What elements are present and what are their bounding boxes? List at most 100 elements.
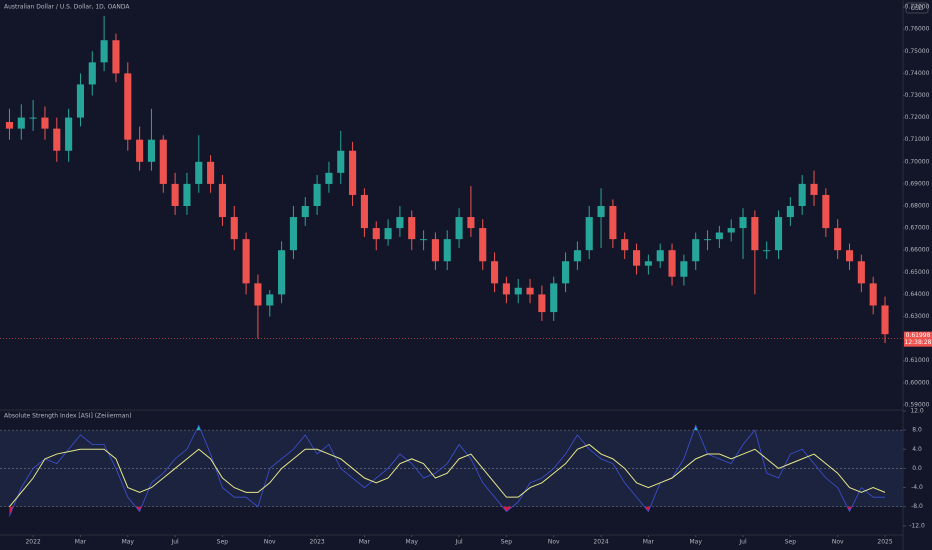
candle-body xyxy=(76,84,85,118)
y-tick-label: 0.61000 xyxy=(905,357,930,364)
candle-body xyxy=(254,283,262,306)
candle-body xyxy=(301,205,309,218)
candle-body xyxy=(845,250,854,262)
candle-body xyxy=(703,239,712,241)
candle-body xyxy=(313,183,321,206)
candle-body xyxy=(278,250,286,295)
candle-body xyxy=(195,161,203,184)
candle-body xyxy=(597,205,605,218)
x-tick-label: Sep xyxy=(217,539,229,546)
candle-body xyxy=(632,250,641,266)
candle-body xyxy=(727,228,735,233)
candle-body xyxy=(514,287,522,295)
y-tick-label: 0.59000 xyxy=(905,401,930,408)
candle-body xyxy=(538,294,546,313)
y-tick-label: 0.75000 xyxy=(905,48,930,55)
candle-body xyxy=(751,217,759,251)
candle-body xyxy=(680,261,688,277)
x-tick-label: Sep xyxy=(785,539,797,546)
y-tick-label: 0.76000 xyxy=(905,26,930,33)
y-tick-label: -12.0 xyxy=(909,522,925,529)
y-tick-label: 0.71000 xyxy=(905,136,930,143)
candle-body xyxy=(609,205,617,240)
candle-body xyxy=(242,239,250,284)
y-tick-label: 0.63000 xyxy=(905,313,930,320)
x-tick-label: Nov xyxy=(832,539,844,546)
candle-body xyxy=(786,205,794,218)
y-tick-label: 8.0 xyxy=(912,427,922,434)
candle-body xyxy=(218,183,226,218)
candle-body xyxy=(207,161,215,184)
series-line xyxy=(9,443,886,508)
candle-body xyxy=(159,139,167,184)
candle-body xyxy=(857,261,865,284)
candle-body xyxy=(17,117,25,129)
x-tick-label: Nov xyxy=(548,539,560,546)
y-tick-label: 0.60000 xyxy=(905,379,930,386)
candle-body xyxy=(53,128,61,151)
currency[interactable]: USD xyxy=(911,5,924,12)
y-tick-label: 0.73000 xyxy=(905,92,930,99)
candle-body xyxy=(360,194,368,229)
currency-box[interactable] xyxy=(905,2,929,14)
candle-body xyxy=(455,217,463,240)
y-tick-label: -4.0 xyxy=(911,484,923,491)
candle-body xyxy=(739,217,747,229)
y-tick-label: -8.0 xyxy=(911,503,923,510)
y-tick-label: 0.77000 xyxy=(905,4,930,11)
x-tick-label: Mar xyxy=(643,539,655,546)
x-tick-label: May xyxy=(406,539,419,546)
candle-body xyxy=(420,239,428,241)
candle-body xyxy=(621,239,629,251)
x-tick-label: 2024 xyxy=(593,539,608,546)
candle-body xyxy=(668,250,676,277)
candle-body xyxy=(171,183,179,206)
candle-body xyxy=(41,117,49,129)
last-time-label: 12:38:28 xyxy=(905,339,932,346)
x-tick-label: 2023 xyxy=(309,539,324,546)
y-tick-label: 0.67000 xyxy=(905,225,930,232)
y-tick-label: 0.68000 xyxy=(905,202,930,209)
x-tick-label: May xyxy=(690,539,703,546)
x-tick-label: 2025 xyxy=(877,539,892,546)
y-tick-label: 0.0 xyxy=(912,465,922,472)
candle-body xyxy=(65,117,73,151)
last-price-label: 0.61998 xyxy=(906,332,931,339)
candle-body xyxy=(183,183,191,206)
candle-body xyxy=(715,232,723,240)
x-tick-label: 2022 xyxy=(25,539,40,546)
y-tick-label: 4.0 xyxy=(912,446,922,453)
candle-body xyxy=(372,228,380,240)
y-tick-label: 0.70000 xyxy=(905,158,930,165)
candle-body xyxy=(325,172,333,184)
candle-body xyxy=(550,283,558,313)
y-tick-label: 0.64000 xyxy=(905,291,930,298)
candle-body xyxy=(431,239,439,262)
candle-body xyxy=(147,139,155,162)
last-price-box xyxy=(904,331,932,347)
candle-body xyxy=(526,287,534,295)
candle-body xyxy=(798,183,806,206)
y-tick-label: 0.74000 xyxy=(905,70,930,77)
candle-body xyxy=(467,217,475,229)
candle-body xyxy=(289,217,297,251)
x-tick-label: Mar xyxy=(75,539,87,546)
x-tick-label: Jul xyxy=(454,539,463,546)
x-tick-label: Nov xyxy=(264,539,276,546)
candle-body xyxy=(573,250,581,262)
candle-body xyxy=(881,305,889,335)
y-tick-label: 0.66000 xyxy=(905,247,930,254)
candle-body xyxy=(443,239,451,262)
candle-body xyxy=(230,217,238,240)
series-line xyxy=(9,424,886,517)
y-tick-label: 0.65000 xyxy=(905,269,930,276)
y-tick-label: 0.69000 xyxy=(905,180,930,187)
candle-body xyxy=(29,117,37,119)
candle-body xyxy=(112,40,120,74)
candle-body xyxy=(774,217,783,251)
candle-body xyxy=(491,261,499,284)
candle-body xyxy=(100,40,108,63)
candle-body xyxy=(266,294,274,306)
candle-body xyxy=(479,228,487,262)
